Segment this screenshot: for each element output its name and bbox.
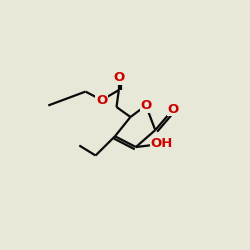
Text: O: O (113, 71, 124, 84)
Text: O: O (168, 103, 179, 116)
Text: O: O (140, 99, 151, 112)
Text: O: O (96, 94, 108, 106)
Text: OH: OH (150, 138, 173, 150)
